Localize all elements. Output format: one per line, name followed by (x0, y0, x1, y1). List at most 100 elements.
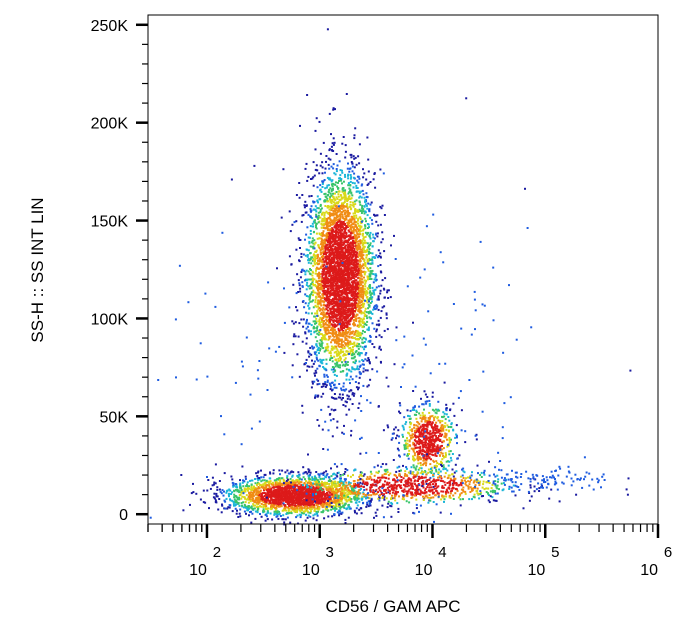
data-point (339, 317, 342, 320)
data-point (366, 266, 369, 269)
data-point (408, 439, 411, 442)
data-point (356, 287, 359, 290)
data-point (351, 246, 354, 249)
data-point (422, 449, 425, 452)
data-point (369, 290, 372, 293)
data-point (408, 440, 411, 443)
data-point (321, 239, 324, 242)
data-point (353, 333, 356, 336)
data-point (458, 454, 461, 457)
data-point (357, 246, 360, 248)
data-point (335, 212, 337, 215)
data-point (364, 310, 367, 313)
data-point (362, 176, 365, 179)
data-point (340, 251, 343, 254)
data-point (380, 310, 383, 313)
data-point (357, 407, 360, 409)
data-point (344, 293, 347, 296)
data-point (352, 330, 355, 333)
data-point (299, 247, 301, 249)
data-point (350, 192, 353, 195)
data-point (377, 324, 380, 327)
data-point (429, 441, 432, 443)
data-point (300, 255, 303, 258)
data-point (332, 371, 335, 374)
data-point (335, 337, 338, 340)
data-point (356, 330, 359, 333)
data-point (329, 384, 332, 386)
data-point (339, 364, 341, 367)
data-point (317, 479, 320, 482)
data-point (334, 238, 337, 241)
data-point (416, 450, 419, 453)
data-point (352, 319, 355, 322)
data-point (329, 158, 332, 161)
data-point (430, 415, 433, 418)
data-point (308, 278, 311, 281)
data-point (307, 295, 310, 298)
data-point (368, 235, 371, 238)
data-point (326, 246, 329, 249)
data-point (340, 387, 343, 390)
data-point (329, 187, 332, 190)
data-point (329, 207, 332, 210)
data-point (431, 450, 434, 453)
data-point (426, 432, 429, 435)
data-point (332, 346, 335, 349)
data-point (342, 256, 345, 259)
data-point (413, 439, 416, 442)
data-point (331, 435, 334, 438)
data-point (323, 238, 326, 241)
data-point (306, 318, 308, 321)
data-point (424, 458, 427, 461)
data-point (322, 336, 325, 339)
data-point (297, 291, 300, 293)
data-point (353, 233, 356, 236)
data-point (328, 178, 331, 181)
data-point (380, 271, 383, 274)
data-point (297, 496, 300, 499)
data-point (442, 468, 445, 471)
data-point (448, 419, 451, 422)
data-point (343, 253, 346, 255)
data-point (328, 149, 331, 152)
data-point (318, 323, 321, 326)
data-point (319, 205, 322, 207)
data-point (341, 300, 344, 302)
data-point (349, 188, 352, 191)
data-point (335, 240, 338, 243)
data-point (312, 200, 315, 203)
data-point (317, 293, 320, 296)
data-point (308, 507, 311, 510)
data-point (344, 209, 346, 212)
data-point (325, 225, 328, 228)
data-point (341, 306, 344, 309)
data-point (359, 268, 362, 271)
data-point (322, 277, 325, 280)
data-point (358, 290, 361, 293)
data-point (381, 238, 384, 241)
data-point (354, 331, 357, 334)
data-point (381, 231, 384, 234)
data-point (371, 258, 373, 261)
data-point (450, 459, 453, 462)
data-point (312, 306, 315, 309)
data-point (305, 233, 308, 236)
data-point (361, 363, 364, 366)
data-point (312, 327, 315, 330)
data-point (348, 329, 351, 332)
data-point (349, 245, 352, 248)
data-point (304, 302, 307, 305)
data-point (329, 251, 332, 254)
data-point (327, 312, 330, 315)
data-point (369, 231, 372, 234)
data-point (349, 262, 352, 265)
data-point (411, 409, 414, 411)
data-point (426, 400, 429, 403)
data-point (341, 311, 344, 314)
data-point (419, 449, 422, 452)
data-point (276, 267, 278, 270)
data-point (345, 292, 348, 294)
data-point (336, 353, 339, 356)
data-point (342, 189, 345, 192)
